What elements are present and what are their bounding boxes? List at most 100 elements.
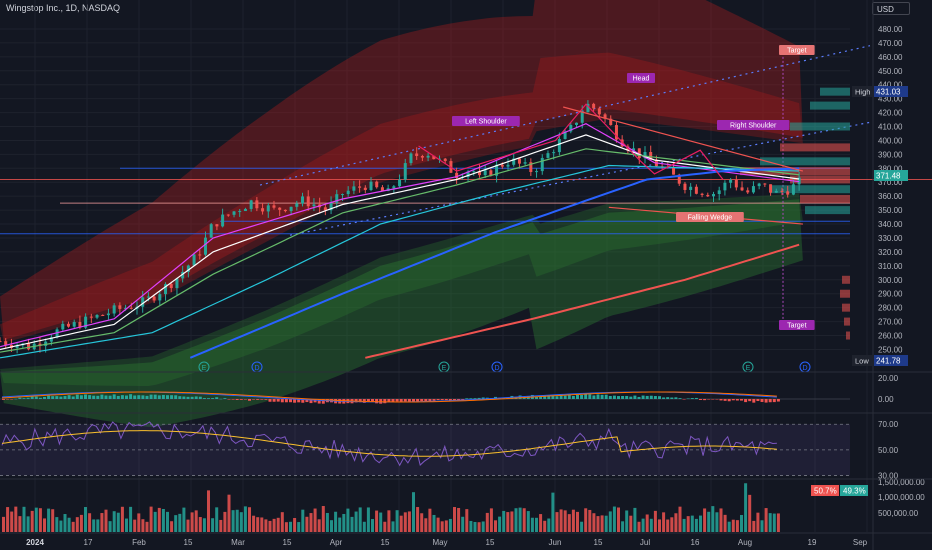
macd-bar [772,399,776,403]
candle-body [483,170,487,176]
volume-bar [412,492,415,532]
volume-bar [84,507,87,532]
volume-bar [444,520,448,532]
macd-bar [686,398,690,399]
volume-bar [567,514,571,532]
volume-bar [477,522,481,532]
macd-bar [612,395,616,399]
macd-bar [719,399,723,401]
event-letter: E [442,365,447,372]
volume-bar [752,520,756,532]
volume-bar [686,516,690,532]
volume-bar [252,515,256,532]
volume-bar [272,518,276,532]
macd-bar [760,399,764,402]
candle-body [215,224,219,227]
macd-bar [157,395,161,399]
volume-bar [395,510,399,532]
rsi-tick-label: 50.00 [878,446,899,455]
volume-bar [735,520,739,532]
volume-bar [703,508,707,532]
volume-bar [371,519,374,532]
volume-bar [580,521,584,532]
sma_100-line [189,167,800,359]
macd-bar [424,399,428,402]
macd-bar [96,395,100,399]
candle-body [95,315,99,318]
macd-bar [539,396,543,399]
macd-bar [731,399,735,401]
candle-body [420,155,424,158]
macd-bar [653,396,657,399]
candle-body [763,183,767,185]
candle-body [118,305,122,309]
volume-bar [506,512,510,532]
macd-bar [182,396,186,399]
time-tick-label: Mar [231,538,245,547]
price-tick-label: 470.00 [878,39,903,48]
price-tick-label: 400.00 [878,136,903,145]
volume-bar [112,511,116,532]
high-value-badge-box [874,86,908,97]
volume-bar [760,520,764,532]
volume-bar [75,517,79,532]
head-label-box [627,73,655,83]
volume-bar [145,521,149,532]
candle-body [380,187,384,191]
macd-bar [30,396,34,399]
macd-bar [186,396,190,399]
macd-bar [116,395,120,399]
volume-bar [539,514,543,532]
candle-body [249,200,253,209]
profile-bar [790,175,850,184]
event-letter: D [802,365,807,372]
macd-bar [84,394,87,399]
volume-bar [88,513,92,532]
macd-bar [621,395,625,399]
volume-bar [342,513,346,532]
volume-bar [387,510,391,532]
volume-bar [469,520,473,532]
volume-bar [723,514,727,532]
volume-bar [231,510,235,532]
volume-bar [555,512,559,532]
candle-body [238,211,242,213]
profile-bar [760,157,850,166]
macd-bar [387,399,391,402]
candle-body [472,171,476,173]
volume-bar [260,517,264,532]
volume-bar [682,518,686,532]
volume-bar [740,514,743,532]
macd-bar [293,399,297,403]
macd-bar [18,397,22,399]
volume-bar [207,490,210,532]
candle-body [329,202,333,211]
macd-bar [284,399,288,403]
macd-bar [412,399,415,402]
candle-body [694,186,698,194]
macd-bar [215,397,219,399]
volume-bar [141,519,145,532]
candle-body [632,148,636,151]
volume-bar [96,519,100,532]
volume-bar [625,510,629,532]
candle-body [706,194,710,197]
volume-bar [321,506,325,532]
macd-bar [47,395,51,399]
macd-bar [55,396,59,399]
volume-bar [248,507,251,532]
upper-band-inner [0,52,803,343]
candle-body [609,118,613,126]
candle-body [375,181,379,188]
volume-bar [584,508,588,532]
volume-bar [375,510,379,532]
volume-bar [55,517,59,532]
volume-bar [6,507,10,532]
volume-bar [34,507,38,532]
falling-wedge-label: Falling Wedge [688,215,733,222]
volume-bar [59,520,63,532]
profile-bar [846,331,850,340]
macd-bar [399,399,403,402]
macd-bar [571,395,575,399]
